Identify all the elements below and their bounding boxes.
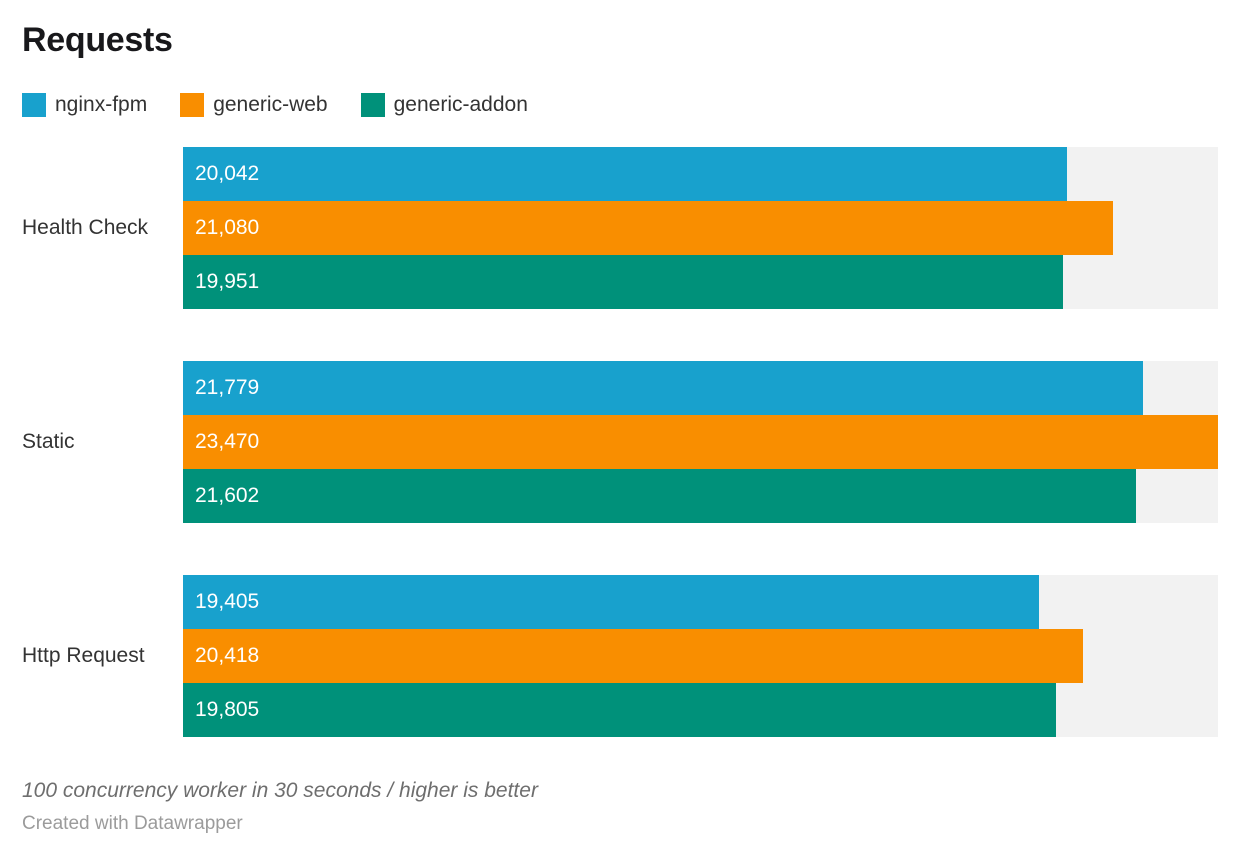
legend-item-generic-web: generic-web bbox=[180, 93, 328, 117]
category-label: Health Check bbox=[22, 216, 149, 239]
chart-rows: Health Check 20,042 21,080 19,951 Static 21,7… bbox=[22, 147, 1218, 737]
value-label: 21,779 bbox=[195, 376, 260, 399]
bar-track: 23,470 bbox=[183, 415, 1218, 469]
bar-track: 20,042 bbox=[183, 147, 1218, 201]
bar-track: 21,602 bbox=[183, 469, 1218, 523]
bar-nginx-fpm: 19,405 bbox=[183, 575, 1039, 629]
bar-group: 20,042 21,080 19,951 bbox=[183, 147, 1218, 309]
bar-nginx-fpm: 21,779 bbox=[183, 361, 1144, 415]
value-label: 19,805 bbox=[195, 698, 260, 721]
value-label: 21,602 bbox=[195, 484, 260, 507]
legend-label-generic-addon: generic-addon bbox=[393, 93, 528, 116]
value-label: 21,080 bbox=[195, 216, 260, 239]
bar-generic-web: 23,470 bbox=[183, 415, 1218, 469]
bar-generic-web: 20,418 bbox=[183, 629, 1084, 683]
datawrapper-credit: Created with Datawrapper bbox=[22, 813, 243, 834]
bar-group: 21,779 23,470 21,602 bbox=[183, 361, 1218, 523]
bar-generic-addon: 19,805 bbox=[183, 683, 1057, 737]
bar-track: 19,405 bbox=[183, 575, 1218, 629]
bar-track: 21,779 bbox=[183, 361, 1218, 415]
value-label: 19,951 bbox=[195, 270, 260, 293]
legend-label-nginx-fpm: nginx-fpm bbox=[55, 93, 148, 116]
bar-generic-addon: 19,951 bbox=[183, 255, 1063, 309]
legend-item-generic-addon: generic-addon bbox=[360, 93, 528, 117]
bar-group: 19,405 20,418 19,805 bbox=[183, 575, 1218, 737]
category-label: Http Request bbox=[22, 644, 145, 667]
category-label: Static bbox=[22, 430, 75, 453]
bar-nginx-fpm: 20,042 bbox=[183, 147, 1067, 201]
legend-item-nginx-fpm: nginx-fpm bbox=[22, 93, 147, 117]
category-group: Static 21,779 23,470 21,602 bbox=[22, 361, 1218, 523]
bar-track: 19,805 bbox=[183, 683, 1218, 737]
chart-title: Requests bbox=[22, 21, 173, 59]
category-group: Health Check 20,042 21,080 19,951 bbox=[22, 147, 1218, 309]
bar-track: 19,951 bbox=[183, 255, 1218, 309]
bar-track: 20,418 bbox=[183, 629, 1218, 683]
value-label: 20,418 bbox=[195, 644, 260, 667]
legend-swatch-nginx-fpm bbox=[22, 93, 46, 117]
bar-generic-addon: 21,602 bbox=[183, 469, 1136, 523]
legend-swatch-generic-web bbox=[180, 93, 205, 117]
value-label: 20,042 bbox=[195, 162, 260, 185]
chart-note: 100 concurrency worker in 30 seconds / h… bbox=[22, 779, 538, 802]
bar-generic-web: 21,080 bbox=[183, 201, 1113, 255]
value-label: 19,405 bbox=[195, 590, 260, 613]
bar-track: 21,080 bbox=[183, 201, 1218, 255]
legend: nginx-fpm generic-web generic-addon bbox=[22, 93, 1218, 117]
value-label: 23,470 bbox=[195, 430, 260, 453]
category-group: Http Request 19,405 20,418 19,805 bbox=[22, 575, 1218, 737]
legend-label-generic-web: generic-web bbox=[213, 93, 328, 116]
legend-swatch-generic-addon bbox=[360, 93, 385, 117]
